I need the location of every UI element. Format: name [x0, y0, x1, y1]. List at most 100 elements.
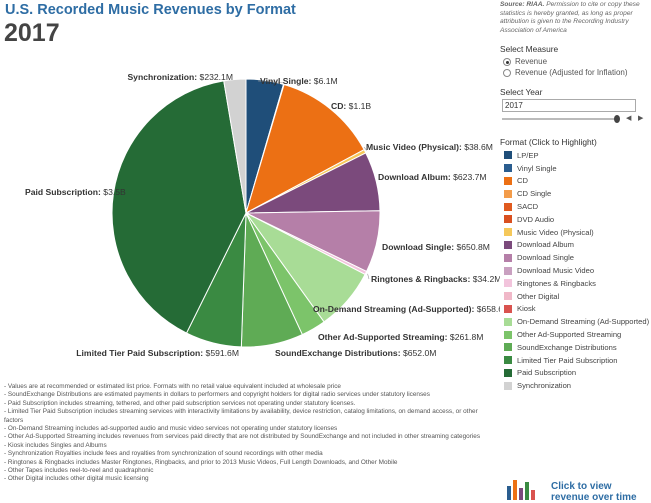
slice-label: Music Video (Physical): $38.6M: [366, 142, 493, 152]
legend-label: SoundExchange Distributions: [517, 342, 617, 352]
legend-swatch: [504, 330, 512, 339]
leader-line: [363, 146, 367, 151]
measure-heading: Select Measure: [500, 44, 559, 54]
legend-item[interactable]: DVD Audio: [504, 213, 649, 226]
pie-slice-paid-subscription[interactable]: [111, 80, 247, 334]
slice-label: Vinyl Single: $6.1M: [260, 76, 338, 86]
legend-item[interactable]: Kiosk: [504, 303, 649, 316]
legend-label: On-Demand Streaming (Ad-Supported): [517, 317, 650, 327]
legend-item[interactable]: Paid Subscription: [504, 367, 649, 380]
pie-slice-synchronization[interactable]: [223, 78, 247, 214]
legend-swatch: [504, 215, 512, 224]
legend-item[interactable]: SACD: [504, 200, 649, 213]
legend-item[interactable]: CD: [504, 175, 649, 188]
legend-item[interactable]: Synchronization: [504, 379, 649, 392]
legend-label: Ringtones & Ringbacks: [517, 278, 596, 288]
legend-swatch: [504, 240, 512, 249]
radio-revenue-label: Revenue: [515, 57, 548, 66]
slice-label: SoundExchange Distributions: $652.0M: [275, 348, 436, 358]
footnote-line: - Kiosk includes Singles and Albums: [4, 441, 107, 449]
legend-item[interactable]: Vinyl Single: [504, 162, 649, 175]
legend-item[interactable]: CD Single: [504, 187, 649, 200]
legend-item[interactable]: Other Digital: [504, 290, 649, 303]
legend-label: Download Music Video: [517, 266, 595, 276]
legend-label: SACD: [517, 202, 539, 212]
slice-label: Limited Tier Paid Subscription: $591.6M: [76, 348, 239, 358]
year-input[interactable]: 2017: [502, 99, 636, 112]
legend-item[interactable]: LP/EP: [504, 149, 649, 162]
legend-item[interactable]: SoundExchange Distributions: [504, 341, 649, 354]
view-over-time-text: Click to view revenue over time: [551, 481, 637, 503]
legend-label: Download Single: [517, 253, 574, 263]
pie-chart[interactable]: Vinyl Single: $6.1M CD: $1.1B Music Video …: [0, 0, 500, 380]
radio-revenue-adjusted[interactable]: Revenue (Adjusted for Inflation): [503, 68, 628, 77]
slice-label: Download Album: $623.7M: [378, 172, 487, 182]
legend-swatch: [504, 228, 512, 237]
legend-swatch: [504, 176, 512, 185]
footnote-line: - Paid Subscription includes streaming, …: [4, 399, 356, 407]
slider-thumb[interactable]: [614, 115, 620, 123]
radio-adjusted-label: Revenue (Adjusted for Inflation): [515, 68, 628, 77]
leader-line: [367, 273, 370, 280]
source-text: Permission to cite or copy these statist…: [500, 1, 640, 34]
bar-chart-icon: [507, 480, 535, 500]
legend-swatch: [504, 317, 512, 326]
source-note: Source: RIAA. Permission to cite or copy…: [500, 1, 650, 35]
legend-swatch: [504, 151, 512, 160]
legend-item[interactable]: Download Music Video: [504, 264, 649, 277]
legend-label: Other Digital: [517, 291, 560, 301]
legend-item[interactable]: On-Demand Streaming (Ad-Supported): [504, 315, 649, 328]
legend-swatch: [504, 381, 512, 390]
legend-item[interactable]: Download Single: [504, 251, 649, 264]
legend-swatch: [504, 189, 512, 198]
legend-label: Music Video (Physical): [517, 227, 594, 237]
legend-item[interactable]: Other Ad-Supported Streaming: [504, 328, 649, 341]
legend-label: Synchronization: [517, 381, 572, 391]
footnote-line: - Other Tapes includes reel-to-reel and …: [4, 467, 154, 475]
legend-label: Other Ad-Supported Streaming: [517, 330, 622, 340]
legend-label: LP/EP: [517, 150, 539, 160]
footnote-line: - Values are at recommended or estimated…: [4, 383, 341, 390]
radio-selected-icon: [503, 57, 511, 66]
slice-label: CD: $1.1B: [331, 101, 371, 111]
footnote-line: - On-Demand Streaming includes ad-suppor…: [4, 425, 338, 433]
legend-swatch: [504, 164, 512, 173]
footnotes: - Values are at recommended or estimated…: [4, 383, 496, 484]
slider-left-arrow-icon[interactable]: ◀: [626, 115, 632, 122]
radio-revenue[interactable]: Revenue: [503, 57, 547, 66]
leader-line: [257, 80, 285, 83]
legend-label: CD Single: [517, 189, 552, 199]
legend-label: DVD Audio: [517, 214, 555, 224]
year-select-heading: Select Year: [500, 87, 543, 97]
footnote-line: - Other Ad-Supported Streaming includes …: [4, 433, 481, 441]
legend-label: CD: [517, 176, 528, 186]
legend-item[interactable]: Music Video (Physical): [504, 226, 649, 239]
legend-swatch: [504, 202, 512, 211]
page-title: U.S. Recorded Music Revenues by Format: [5, 2, 296, 18]
format-legend: LP/EP Vinyl Single CD CD Single SACD DVD Audi…: [504, 149, 649, 392]
slice-label: Synchronization: $232.1M: [127, 72, 233, 82]
legend-label: Download Album: [517, 240, 574, 250]
legend-swatch: [504, 253, 512, 262]
slider-track: [502, 118, 616, 120]
pie-slice-cd[interactable]: [245, 83, 365, 215]
legend-item[interactable]: Limited Tier Paid Subscription: [504, 354, 649, 367]
view-over-time-link[interactable]: Click to view revenue over time: [505, 472, 651, 503]
legend-swatch: [504, 279, 512, 288]
legend-item[interactable]: Download Album: [504, 239, 649, 252]
legend-swatch: [504, 304, 512, 313]
year-slider[interactable]: ◀ ▶: [502, 115, 650, 123]
legend-label: Kiosk: [517, 304, 536, 314]
legend-item[interactable]: Ringtones & Ringbacks: [504, 277, 649, 290]
slider-right-arrow-icon[interactable]: ▶: [638, 115, 644, 122]
source-label: Source: RIAA.: [500, 1, 545, 8]
footnote-line: - Synchronization Royalties include fees…: [4, 450, 323, 458]
footnote-line: - Ringtones & Ringbacks includes Master …: [4, 458, 398, 466]
legend-swatch: [504, 368, 512, 377]
radio-unselected-icon: [503, 68, 511, 77]
footnote-line: - SoundExchange Distributions are estima…: [4, 391, 430, 399]
legend-swatch: [504, 343, 512, 352]
legend-heading: Format (Click to Highlight): [500, 137, 597, 147]
footnote-line: - Limited Tier Paid Subscription include…: [4, 408, 478, 424]
slice-label: Paid Subscription: $3.5B: [25, 187, 126, 197]
